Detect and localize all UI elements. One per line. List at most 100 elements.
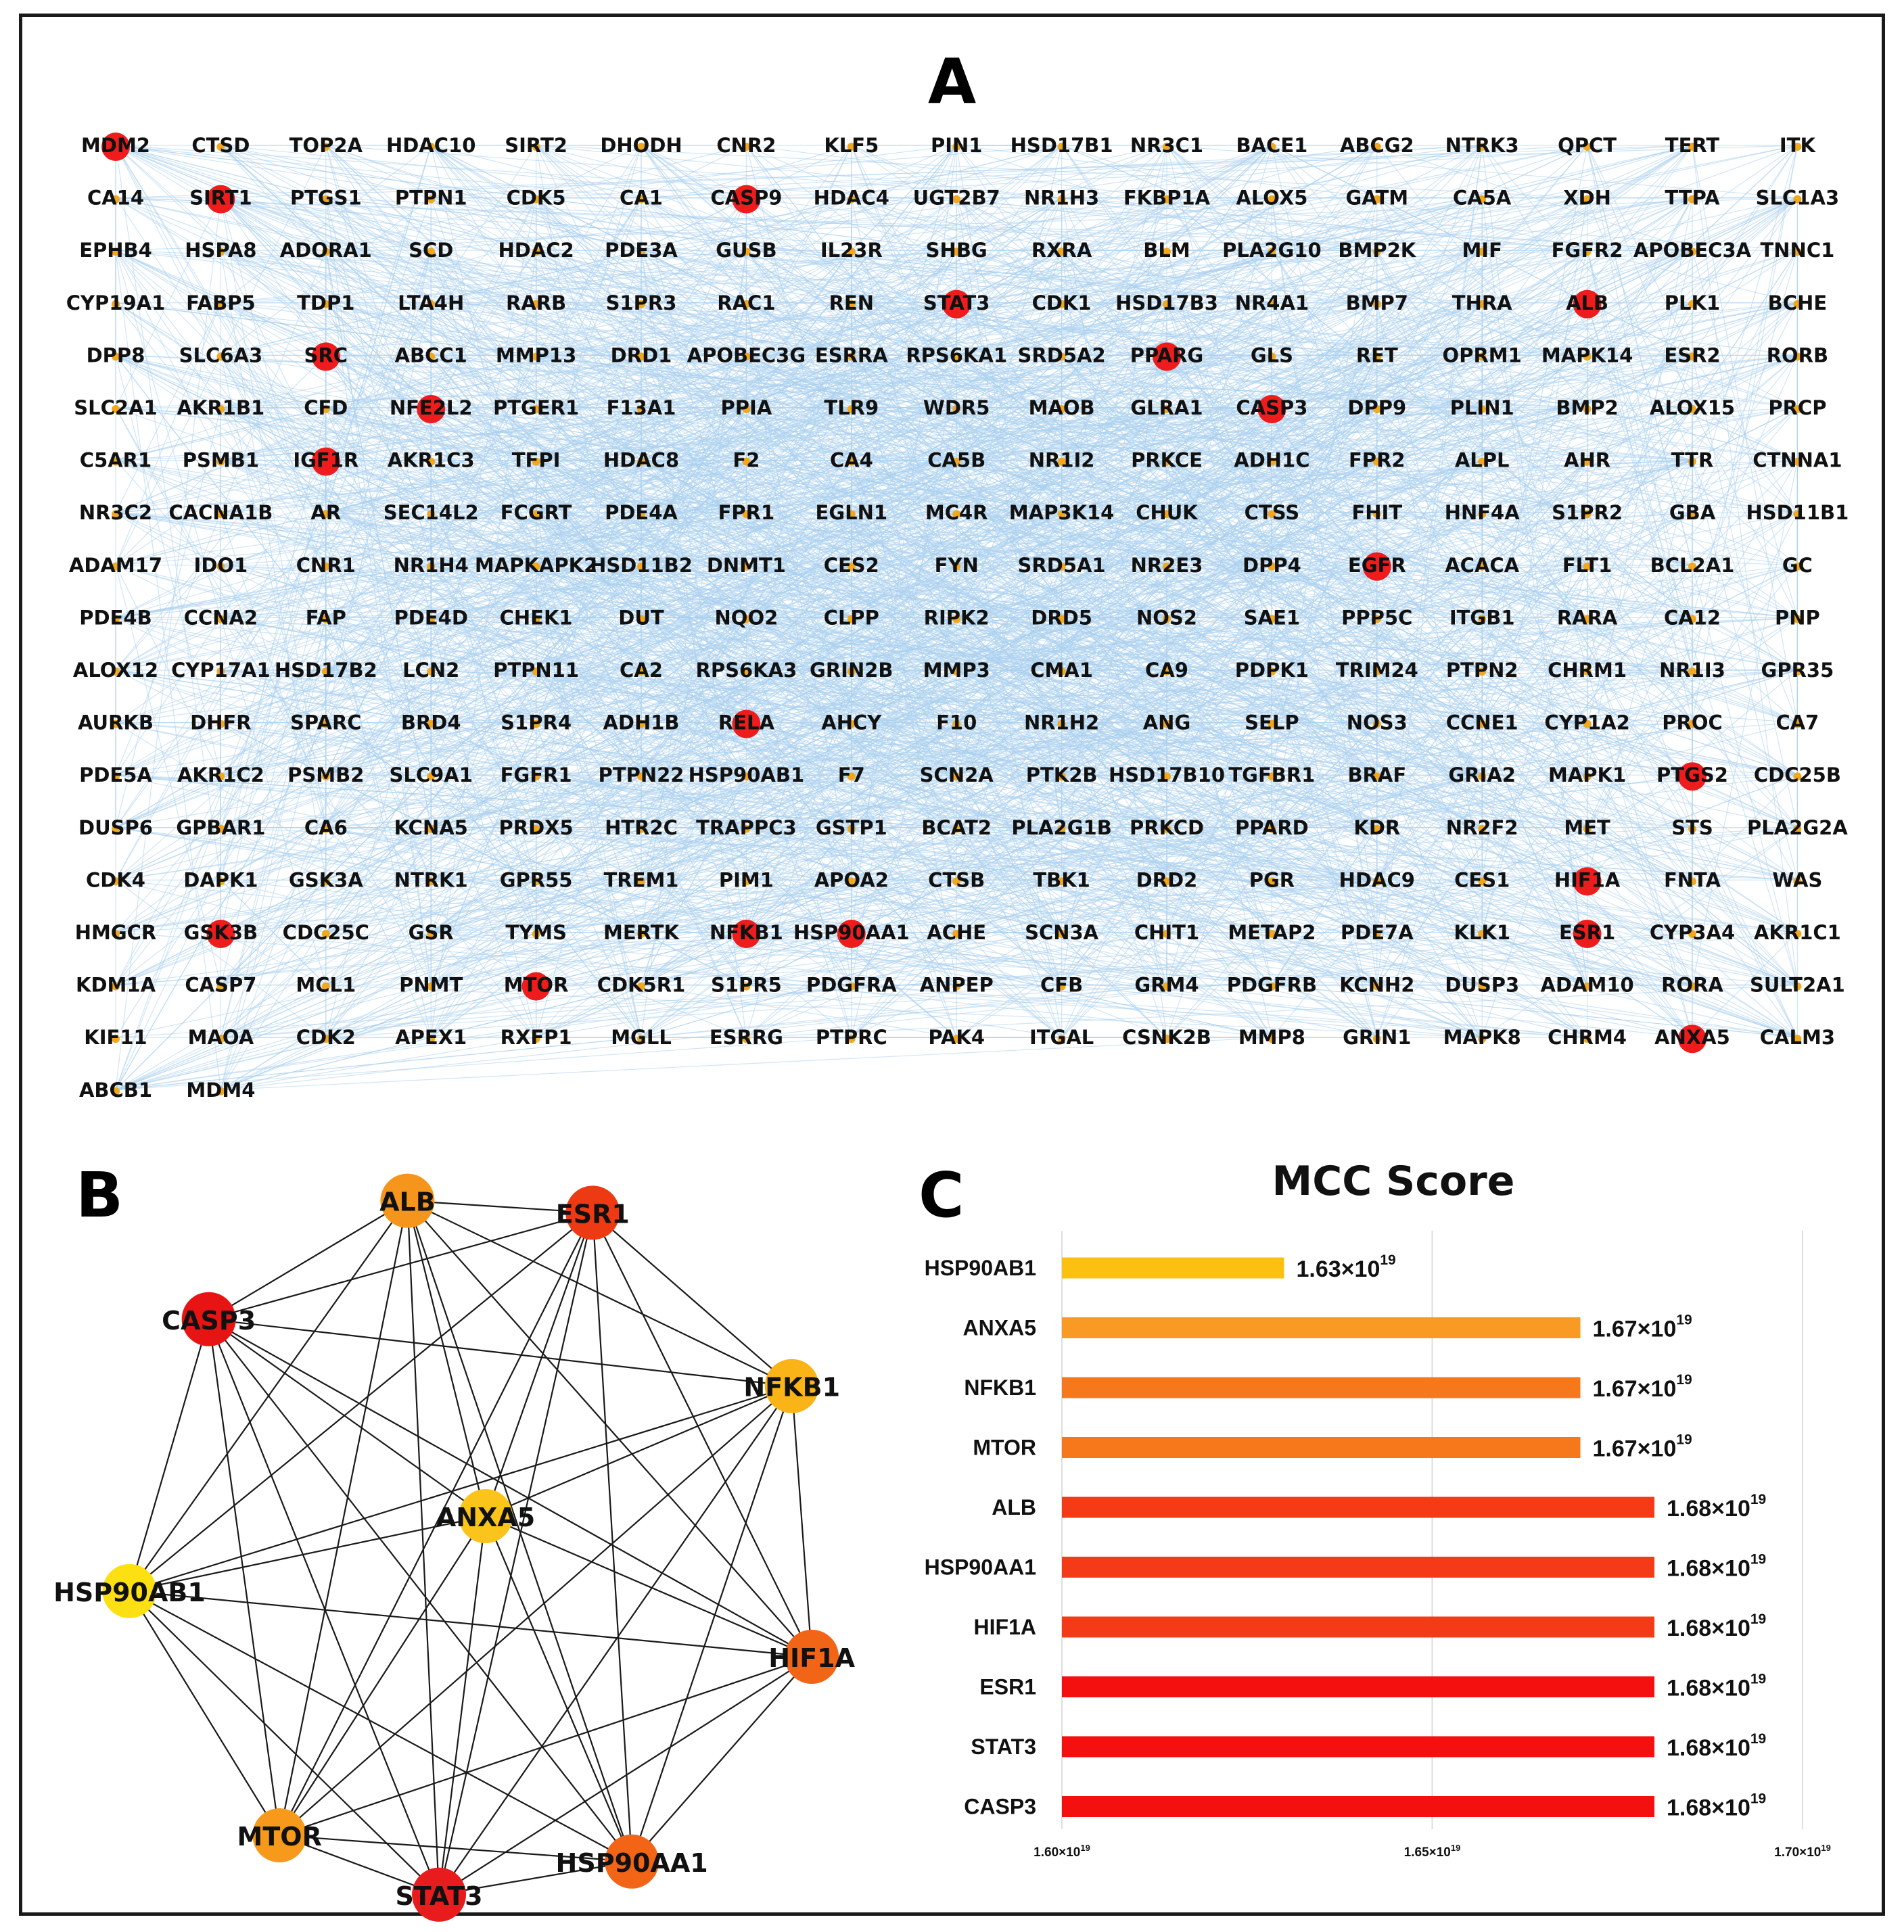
network-node-ang: ANG — [1143, 711, 1191, 734]
network-node-ntrk1: NTRK1 — [394, 868, 468, 891]
node-label: HNF4A — [1445, 501, 1520, 524]
network-edge — [115, 617, 1693, 986]
network-node-abcc1: ABCC1 — [395, 344, 467, 367]
node-label: ESRRG — [710, 1026, 783, 1049]
network-node-dpp8: DPP8 — [87, 344, 145, 367]
network-node-mgll: MGLL — [611, 1026, 672, 1049]
network-node-pgr: PGR — [1249, 868, 1295, 891]
node-label: BCL2A1 — [1650, 554, 1735, 577]
network-node-klf5: KLF5 — [824, 134, 879, 157]
x-tick-label: 1.60×1019 — [1034, 1843, 1090, 1860]
network-node-src: SRC — [304, 342, 348, 371]
network-node-adh1b: ADH1B — [603, 711, 679, 734]
hub-edge — [279, 1655, 812, 1837]
node-label: FGFR2 — [1552, 239, 1623, 262]
node-label: MDM4 — [186, 1079, 255, 1102]
network-node-drd1: DRD1 — [611, 344, 672, 367]
network-edge — [115, 145, 852, 356]
network-node-tbk1: TBK1 — [1033, 868, 1090, 891]
hub-network-nodes: ALB ESR1 NFKB1 HIF1A HSP90AA1 STAT3 MTOR HSP90A… — [53, 1173, 856, 1922]
node-label: ITGAL — [1029, 1026, 1094, 1049]
network-node-proc: PROC — [1662, 711, 1723, 734]
network-edge — [115, 354, 1587, 1038]
network-node-ca6: CA6 — [304, 816, 348, 839]
network-node-esrra: ESRRA — [815, 344, 888, 367]
network-node-trem1: TREM1 — [604, 868, 679, 891]
network-edge — [745, 617, 852, 776]
network-edge — [1166, 407, 1483, 985]
network-node-s1pr3: S1PR3 — [606, 291, 677, 314]
node-label: DAPK1 — [183, 868, 258, 891]
node-label: MAOB — [1029, 396, 1095, 419]
target-network: MDM2 CTSD TOP2A HDAC10 SIRT2 DHODH CNR2 KLF5 PIN… — [66, 133, 1849, 1102]
chart-x-ticks: 1.60×1019 1.65×1019 1.70×1019 — [1034, 1843, 1831, 1860]
network-node-alox15: ALOX15 — [1650, 396, 1735, 419]
network-edge — [641, 985, 957, 1038]
hub-edge — [129, 1212, 593, 1592]
network-node-casp9: CASP9 — [710, 185, 782, 214]
network-node-f10: F10 — [936, 711, 977, 734]
network-node-rxfp1: RXFP1 — [501, 1026, 572, 1049]
node-label: APEX1 — [395, 1026, 467, 1049]
bar — [1062, 1796, 1654, 1817]
node-label: AKR1C1 — [1754, 921, 1841, 944]
node-label: TREM1 — [604, 868, 679, 891]
hub-edge — [208, 1318, 792, 1387]
network-node-kif11: KIF11 — [84, 1026, 147, 1049]
network-node-akr1b1: AKR1B1 — [177, 396, 265, 419]
bar-row-hif1a: HIF1A 1.68×1019 — [974, 1611, 1767, 1642]
bar — [1062, 1736, 1654, 1758]
node-label: NOS3 — [1347, 711, 1408, 734]
network-node-lta4h: LTA4H — [398, 291, 464, 314]
node-label: RAC1 — [717, 291, 775, 314]
node-label: GSTP1 — [816, 816, 887, 839]
node-label: HDAC4 — [814, 187, 889, 210]
network-edge — [220, 407, 1272, 880]
hub-edge — [438, 1386, 793, 1895]
network-edge — [746, 985, 1798, 1038]
network-node-ar: AR — [310, 501, 341, 524]
node-label: PDE3A — [605, 239, 678, 262]
network-node-gc: GC — [1782, 554, 1813, 577]
node-label: AKR1B1 — [177, 396, 265, 419]
network-node-hsp90aa1: HSP90AA1 — [793, 920, 910, 948]
hub-edge — [484, 1515, 633, 1862]
network-node-ca4: CA4 — [830, 449, 873, 472]
node-label: CA9 — [1145, 659, 1188, 682]
network-node-top2a: TOP2A — [289, 134, 363, 157]
network-edge — [1692, 407, 1798, 618]
network-edge — [431, 145, 642, 199]
network-edge — [536, 774, 1587, 933]
network-node-f13a1: F13A1 — [607, 396, 676, 419]
node-label: CTSB — [928, 868, 985, 891]
node-label: EPHB4 — [79, 239, 152, 262]
network-node-bmp2: BMP2 — [1556, 396, 1618, 419]
network-edge — [115, 250, 642, 513]
node-label: PGR — [1249, 868, 1295, 891]
hub-node-nfkb1: NFKB1 — [743, 1359, 840, 1413]
node-label: AURKB — [78, 711, 154, 734]
network-edge — [956, 302, 1587, 566]
network-node-sirt1: SIRT1 — [189, 185, 252, 214]
network-node-alpl: ALPL — [1455, 449, 1510, 472]
node-label: BCHE — [1768, 291, 1827, 314]
node-label: GPR35 — [1761, 659, 1834, 682]
hub-node-label: ANXA5 — [436, 1503, 535, 1532]
node-label: FPR1 — [718, 501, 775, 524]
network-node-mmp13: MMP13 — [496, 344, 576, 367]
network-node-csnk2b: CSNK2B — [1122, 1026, 1211, 1049]
node-label: PTGER1 — [493, 396, 579, 419]
node-label: ADH1C — [1234, 449, 1309, 472]
network-edge — [220, 985, 1062, 1038]
network-edge — [115, 145, 642, 199]
network-edge — [1061, 985, 1587, 1038]
node-label: ABCG2 — [1340, 134, 1414, 157]
node-label: CASP7 — [185, 974, 256, 997]
network-edge — [1481, 827, 1587, 880]
network-node-shbg: SHBG — [926, 239, 988, 262]
network-node-ptpn2: PTPN2 — [1446, 659, 1518, 682]
network-node-nr2f2: NR2F2 — [1446, 816, 1518, 839]
node-label: IGF1R — [293, 449, 358, 472]
node-label: SCN3A — [1025, 921, 1099, 944]
node-label: PPARG — [1130, 344, 1203, 367]
